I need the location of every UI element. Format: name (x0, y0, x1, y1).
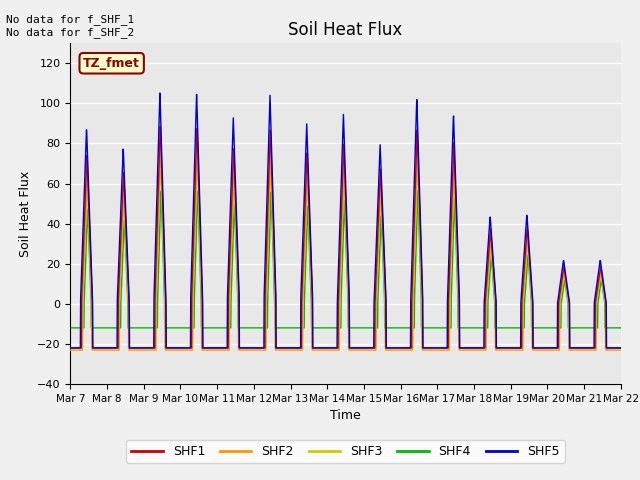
Line: SHF5: SHF5 (70, 93, 621, 348)
Text: No data for f_SHF_1
No data for f_SHF_2: No data for f_SHF_1 No data for f_SHF_2 (6, 14, 134, 38)
SHF1 (568, 345, 576, 351)
Text: TZ_fmet: TZ_fmet (83, 57, 140, 70)
SHF1 (617, 345, 625, 351)
SHF2 (568, 347, 576, 353)
SHF3 (374, 265, 381, 271)
SHF4 (414, 188, 422, 193)
Title: Soil Heat Flux: Soil Heat Flux (289, 21, 403, 39)
X-axis label: Time: Time (330, 409, 361, 422)
SHF4 (220, 325, 228, 331)
SHF1 (584, 345, 591, 351)
SHF3 (568, 345, 576, 351)
SHF1 (506, 345, 513, 351)
SHF5 (374, 206, 381, 212)
SHF4 (584, 325, 591, 331)
SHF4 (617, 325, 625, 331)
SHF5 (362, 345, 369, 351)
SHF5 (156, 90, 164, 96)
SHF4 (506, 325, 513, 331)
SHF5 (568, 345, 576, 351)
SHF5 (67, 345, 74, 351)
Y-axis label: Soil Heat Flux: Soil Heat Flux (19, 170, 31, 257)
SHF4 (362, 325, 369, 331)
SHF3 (362, 345, 369, 351)
Line: SHF2: SHF2 (70, 145, 621, 350)
SHF2 (584, 347, 591, 353)
SHF5 (506, 345, 513, 351)
Line: SHF1: SHF1 (70, 126, 621, 348)
SHF3 (67, 345, 74, 351)
Line: SHF3: SHF3 (70, 158, 621, 348)
SHF1 (220, 345, 228, 351)
Legend: SHF1, SHF2, SHF3, SHF4, SHF5: SHF1, SHF2, SHF3, SHF4, SHF5 (127, 440, 564, 463)
SHF4 (568, 325, 576, 331)
SHF5 (220, 345, 228, 351)
SHF2 (617, 347, 625, 353)
SHF5 (617, 345, 625, 351)
SHF2 (220, 347, 228, 353)
SHF1 (362, 345, 369, 351)
SHF3 (220, 345, 228, 351)
SHF5 (584, 345, 591, 351)
SHF3 (157, 155, 164, 161)
SHF4 (374, 325, 381, 331)
SHF1 (67, 345, 74, 351)
SHF3 (617, 345, 625, 351)
SHF3 (506, 345, 513, 351)
SHF2 (67, 347, 74, 353)
SHF1 (374, 236, 381, 242)
SHF4 (67, 325, 74, 331)
SHF2 (506, 347, 513, 353)
SHF2 (362, 347, 369, 353)
SHF1 (157, 123, 164, 129)
SHF2 (374, 261, 381, 267)
SHF2 (157, 142, 164, 148)
Line: SHF4: SHF4 (70, 191, 621, 328)
SHF3 (584, 345, 591, 351)
